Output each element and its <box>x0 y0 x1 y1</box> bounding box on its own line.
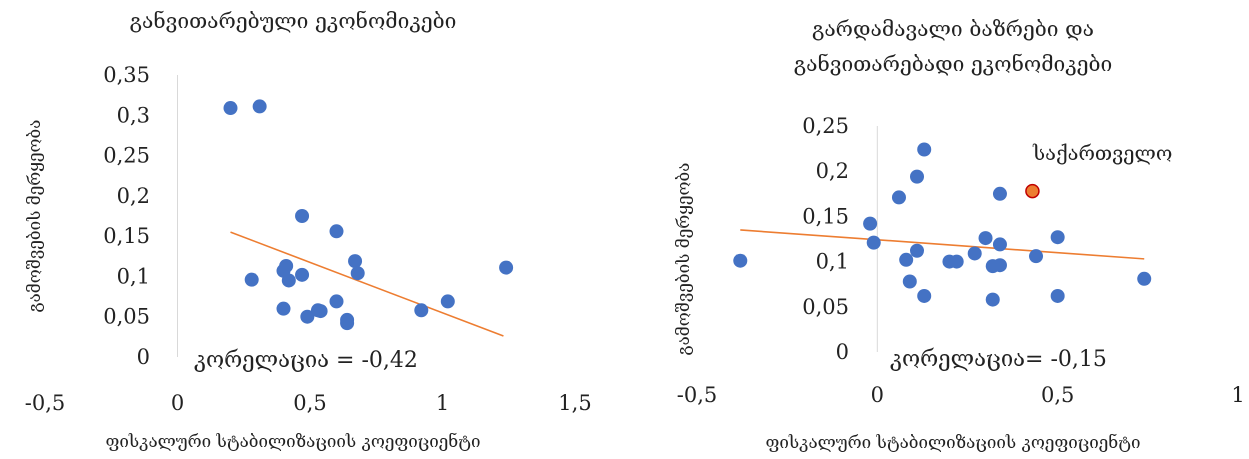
correlation-annotation: კორელაცია= -0,15 <box>890 347 1107 372</box>
x-tick-label: 0 <box>871 383 884 407</box>
y-axis-label: გამოშვების მერყეობა <box>25 120 45 313</box>
y-tick-label: 0 <box>836 340 849 364</box>
highlight-label: საქართველო <box>1032 141 1172 165</box>
data-point <box>978 231 993 246</box>
y-tick-label: 0,25 <box>103 144 150 168</box>
data-point <box>223 101 238 116</box>
data-point <box>295 267 310 282</box>
data-point <box>300 309 315 324</box>
data-point <box>1137 271 1152 286</box>
x-tick-label: -0,5 <box>25 391 66 415</box>
x-axis-label: ფისკალური სტაბილიზაციის კოეფიციენტი <box>765 433 1140 453</box>
data-point <box>252 99 267 114</box>
x-tick-label: 1 <box>436 391 449 415</box>
data-point <box>891 190 906 205</box>
chart-title: განვითარებული ეკონომიკები <box>130 9 457 33</box>
data-point <box>499 260 514 275</box>
data-point <box>899 252 914 267</box>
data-point <box>414 303 429 318</box>
data-point <box>340 316 355 331</box>
data-point <box>279 258 294 273</box>
data-point <box>992 258 1007 273</box>
y-tick-label: 0,1 <box>816 250 849 274</box>
y-tick-label: 0,1 <box>117 264 150 288</box>
data-point <box>276 301 291 316</box>
y-tick-label: 0,2 <box>816 159 849 183</box>
x-tick-label: 0,5 <box>1041 383 1074 407</box>
x-tick-label: 1 <box>1231 383 1244 407</box>
y-tick-label: 0,05 <box>103 305 150 329</box>
chart-emerging-economies: გარდამავალი ბაზრები და განვითარებადი ეკონ… <box>674 17 1245 453</box>
chart-title: გარდამავალი ბაზრები და <box>812 17 1094 41</box>
x-axis-label: ფისკალური სტაბილიზაციის კოეფიციენტი <box>105 432 480 452</box>
data-point <box>348 254 363 269</box>
y-tick-label: 0,15 <box>103 224 150 248</box>
data-point <box>863 216 878 231</box>
chart-developed-economies: განვითარებული ეკონომიკები 0 0,05 0,1 0,15 0,2… <box>25 9 592 452</box>
data-point <box>917 142 932 157</box>
data-point <box>949 254 964 269</box>
data-point <box>902 274 917 289</box>
data-point <box>281 273 296 288</box>
x-tick-label: 1,5 <box>558 391 591 415</box>
y-axis-label: გამოშვების მერყეობა <box>674 163 694 356</box>
y-tick-label: 0,25 <box>802 114 849 138</box>
y-tick-label: 0,3 <box>117 103 150 127</box>
data-point <box>440 294 455 309</box>
chart-title: განვითარებადი ეკონომიკები <box>794 52 1113 76</box>
data-point <box>329 294 344 309</box>
x-tick-label: -0,5 <box>677 383 718 407</box>
highlight-point-georgia <box>1025 183 1040 199</box>
x-tick-label: 0 <box>171 391 184 415</box>
data-point <box>295 209 310 223</box>
x-tick-label: 0,5 <box>293 391 326 415</box>
y-tick-label: 0,2 <box>117 184 150 208</box>
data-point <box>1050 230 1065 245</box>
trendline <box>740 229 1145 260</box>
data-point <box>866 235 881 250</box>
y-tick-label: 0 <box>137 345 150 369</box>
data-point <box>244 272 259 287</box>
data-point <box>992 186 1007 201</box>
data-point <box>967 246 982 261</box>
data-point <box>992 237 1007 252</box>
data-point <box>1050 288 1065 303</box>
correlation-annotation: კორელაცია = -0,42 <box>194 348 418 373</box>
data-point <box>910 169 925 184</box>
y-tick-label: 0,15 <box>802 204 849 228</box>
data-point <box>350 266 365 281</box>
data-point <box>985 292 1000 307</box>
data-point <box>917 288 932 303</box>
data-point <box>1029 249 1044 264</box>
data-point <box>329 224 344 239</box>
data-point <box>313 304 328 319</box>
data-point <box>733 253 748 268</box>
y-tick-label: 0,35 <box>103 63 150 87</box>
y-tick-label: 0,05 <box>802 295 849 319</box>
data-point <box>910 243 925 258</box>
trendline <box>230 231 504 337</box>
